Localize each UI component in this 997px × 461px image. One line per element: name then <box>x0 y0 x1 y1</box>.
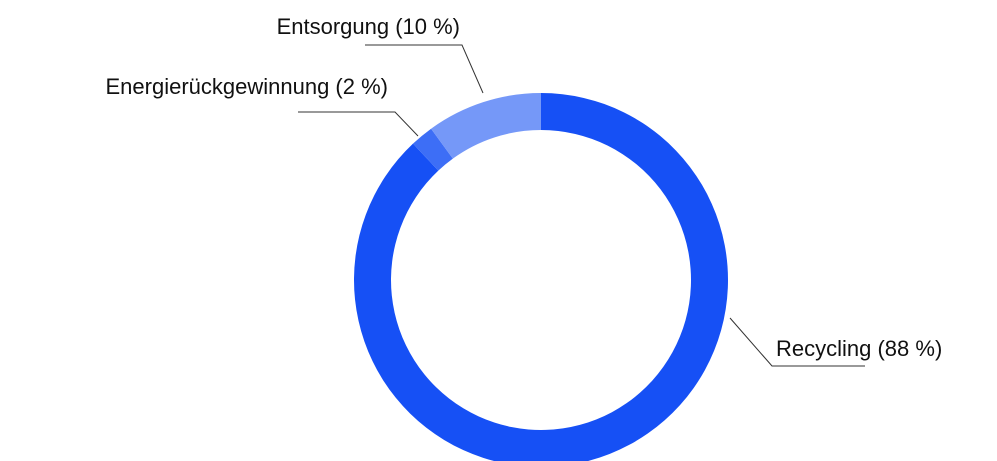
data-label: Recycling (88 %) <box>776 336 942 361</box>
leader-line <box>298 111 419 137</box>
data-label: Entsorgung (10 %) <box>277 14 460 39</box>
leader-line <box>365 44 484 94</box>
leader-line <box>729 317 865 367</box>
donut-segment <box>431 93 541 159</box>
data-label: Energierückgewinnung (2 %) <box>106 74 389 99</box>
donut-segment <box>354 93 728 461</box>
donut-segment <box>412 128 453 171</box>
